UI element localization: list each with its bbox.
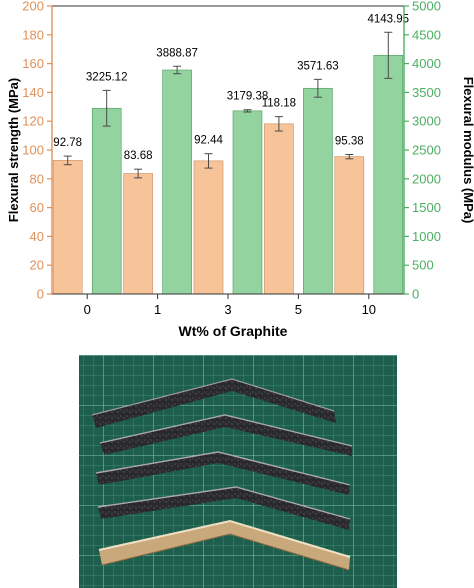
bar-strength-3 (193, 160, 224, 295)
value-label-modulus-1: 3888.87 (156, 47, 198, 59)
x-tick-label-5: 5 (295, 302, 302, 317)
value-label-strength-0: 92.78 (53, 137, 82, 149)
bar-modulus-1 (162, 69, 192, 295)
value-label-strength-10: 95.38 (335, 135, 364, 147)
left-tick-label-80: 80 (30, 171, 44, 186)
left-tick-label-140: 140 (22, 85, 44, 100)
right-tick-label-3000: 3000 (412, 114, 441, 129)
right-tick-label-1000: 1000 (412, 229, 441, 244)
bar-strength-10 (334, 156, 365, 295)
value-labels-layer: 92.78 83.68 92.44 118.18 95.38 3225.12 3888.87… (53, 13, 409, 162)
right-tick-label-5000: 5000 (412, 0, 441, 14)
bar-strength-0 (52, 160, 83, 295)
flexural-chart: 92.78 83.68 92.44 118.18 95.38 3225.12 3888.87… (6, 0, 474, 339)
bar-modulus-3 (232, 110, 263, 295)
value-label-strength-5: 118.18 (262, 98, 296, 110)
value-label-modulus-0: 3225.12 (86, 71, 128, 83)
specimen-5-neat (98, 519, 351, 571)
bar-modulus-10 (373, 55, 404, 295)
specimen-3-black (95, 451, 351, 495)
specimen-1-black (91, 378, 336, 428)
specimen-2-black (99, 414, 353, 456)
left-tick-label-200: 200 (22, 0, 44, 14)
right-tick-label-1500: 1500 (412, 200, 441, 215)
right-tick-label-0: 0 (412, 287, 419, 302)
axes-layer: 0204060801001201401601802000500100015002… (22, 0, 441, 317)
right-axis-title: Flexural modulus (MPa) (461, 77, 474, 224)
right-tick-label-4500: 4500 (412, 27, 441, 42)
left-tick-label-0: 0 (37, 287, 44, 302)
right-tick-label-2000: 2000 (412, 171, 441, 186)
value-label-modulus-3: 3179.38 (227, 91, 269, 103)
right-tick-label-4000: 4000 (412, 56, 441, 71)
bar-modulus-5 (303, 87, 333, 295)
left-tick-label-180: 180 (22, 27, 44, 42)
left-tick-label-20: 20 (30, 258, 44, 273)
value-label-strength-1: 83.68 (124, 150, 153, 162)
right-tick-label-500: 500 (412, 258, 434, 273)
value-label-strength-3: 92.44 (194, 135, 223, 147)
left-tick-label-100: 100 (22, 143, 44, 158)
value-label-modulus-5: 3571.63 (297, 60, 339, 72)
value-label-modulus-10: 4143.95 (368, 13, 410, 25)
x-tick-label-0: 0 (84, 302, 91, 317)
bar-modulus-0 (91, 107, 122, 295)
bar-strength-5 (264, 123, 294, 295)
bar-strength-1 (123, 173, 153, 295)
left-tick-label-60: 60 (30, 200, 44, 215)
right-tick-label-2500: 2500 (412, 143, 441, 158)
x-tick-label-3: 3 (224, 302, 231, 317)
left-tick-label-40: 40 (30, 229, 44, 244)
x-tick-label-1: 1 (154, 302, 161, 317)
x-axis-title: Wt% of Graphite (179, 323, 288, 339)
graphite-specimens-photo (79, 355, 397, 588)
left-axis-title: Flexural strength (MPa) (6, 78, 21, 222)
specimen-4-black (97, 486, 351, 530)
x-tick-label-10: 10 (362, 302, 376, 317)
right-tick-label-3500: 3500 (412, 85, 441, 100)
left-tick-label-160: 160 (22, 56, 44, 71)
left-tick-label-120: 120 (22, 114, 44, 129)
bars-layer (52, 31, 404, 295)
